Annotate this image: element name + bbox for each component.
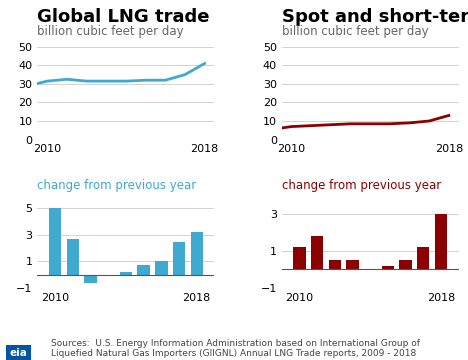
Text: Global LNG trade: Global LNG trade [37,8,210,26]
Bar [120,272,132,275]
Bar [190,232,203,275]
Bar [155,261,168,275]
Bar [66,239,79,275]
Text: Sources:  U.S. Energy Information Administration based on International Group of: Sources: U.S. Energy Information Adminis… [51,339,420,358]
Bar [102,275,114,276]
Text: eia: eia [9,348,27,358]
Bar [293,247,306,269]
Text: billion cubic feet per day: billion cubic feet per day [37,25,184,38]
Text: Spot and short-term LNG trade: Spot and short-term LNG trade [282,8,468,26]
Text: change from previous year: change from previous year [37,179,197,192]
Bar [435,214,447,269]
Bar [329,260,341,269]
Bar [417,247,430,269]
Bar [173,242,185,275]
Bar [382,266,394,269]
Text: billion cubic feet per day: billion cubic feet per day [282,25,428,38]
Bar [346,260,358,269]
Bar [399,260,412,269]
Text: change from previous year: change from previous year [282,179,441,192]
Bar [311,236,323,269]
Bar [138,265,150,275]
Bar [84,275,97,283]
Bar [49,208,61,275]
